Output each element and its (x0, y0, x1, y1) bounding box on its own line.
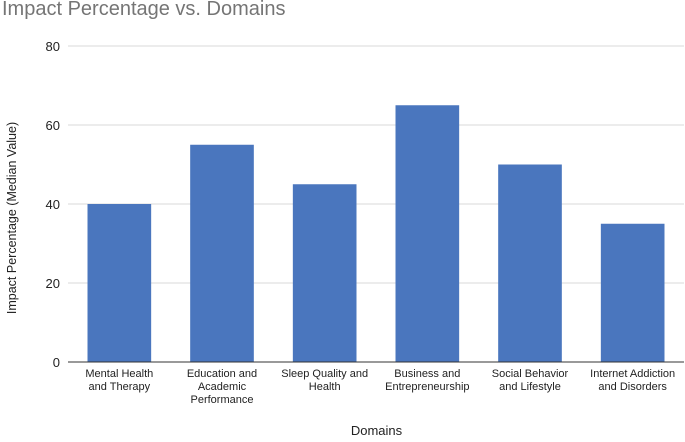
y-tick-label-60: 60 (46, 118, 60, 133)
bar-3 (395, 105, 460, 362)
y-tick-label-0: 0 (53, 355, 60, 370)
x-tick-label-4: Social Behavior and Lifestyle (492, 368, 569, 393)
bar-0 (87, 204, 152, 362)
y-tick-label-20: 20 (46, 276, 60, 291)
x-tick-label-5: Internet Addiction and Disorders (590, 368, 675, 393)
y-tick-label-80: 80 (46, 39, 60, 54)
x-tick-label-2: Sleep Quality and Health (281, 368, 368, 393)
bar-2 (292, 184, 357, 362)
bar-1 (190, 144, 254, 362)
x-axis-label: Domains (350, 423, 403, 438)
x-tick-label-3: Business and Entrepreneurship (385, 368, 469, 393)
y-tick-label-40: 40 (46, 197, 60, 212)
x-tick-label-0: Mental Health and Therapy (85, 368, 153, 393)
bar-5 (600, 223, 665, 362)
x-tick-label-1: Education and Academic Performance (187, 368, 257, 406)
chart-title: Impact Percentage vs. Domains (2, 0, 286, 20)
y-axis-label: Impact Percentage (Median Value) (5, 121, 19, 315)
bar-4 (498, 164, 562, 362)
